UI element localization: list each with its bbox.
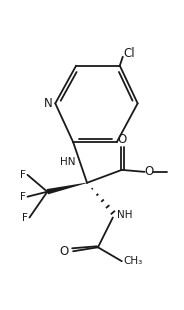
Text: F: F (20, 170, 25, 180)
Text: HN: HN (60, 157, 76, 167)
Text: O: O (117, 133, 126, 146)
Polygon shape (47, 183, 87, 194)
Text: O: O (144, 165, 153, 178)
Text: N: N (44, 97, 53, 110)
Text: Cl: Cl (124, 47, 135, 60)
Text: CH₃: CH₃ (124, 256, 143, 266)
Text: F: F (20, 192, 25, 202)
Text: O: O (60, 245, 69, 258)
Text: NH: NH (117, 210, 132, 219)
Text: F: F (22, 213, 27, 223)
